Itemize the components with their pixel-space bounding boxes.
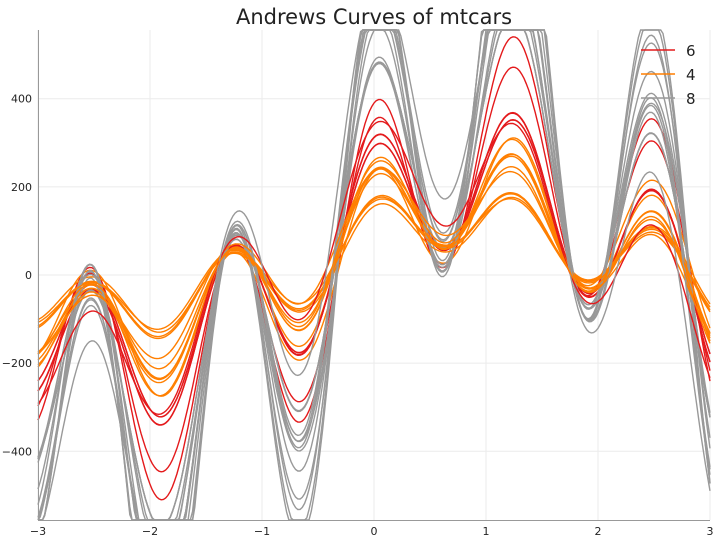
y-tick-label: 400	[11, 93, 32, 106]
curve-class-4	[37, 153, 711, 384]
curve-class-4	[37, 196, 711, 333]
legend: 6 4 8	[641, 42, 696, 108]
y-tick-labels: −400 −200 0 200 400	[2, 93, 32, 459]
legend-label-6: 6	[686, 42, 696, 60]
y-tick-label: 200	[11, 181, 32, 194]
x-tick-label: −3	[30, 525, 46, 538]
x-tick-labels: −3 −2 −1 0 1 2 3	[30, 525, 714, 538]
x-tick-label: 1	[483, 525, 490, 538]
grid	[37, 30, 711, 520]
y-tick-label: −400	[2, 445, 32, 458]
x-tick-label: −1	[254, 525, 270, 538]
x-tick-label: 0	[371, 525, 378, 538]
y-tick-label: −200	[2, 357, 32, 370]
chart-title: Andrews Curves of mtcars	[236, 5, 512, 29]
x-tick-label: 2	[595, 525, 602, 538]
curve-class-4	[37, 193, 711, 340]
x-tick-label: −2	[142, 525, 158, 538]
curve-class-6	[37, 120, 711, 416]
legend-label-4: 4	[686, 66, 696, 84]
y-tick-label: 0	[25, 269, 32, 282]
x-tick-label: 3	[707, 525, 714, 538]
curve-class-4	[37, 197, 711, 331]
curves	[37, 29, 711, 521]
curve-class-4	[37, 167, 711, 360]
legend-label-8: 8	[686, 90, 696, 108]
